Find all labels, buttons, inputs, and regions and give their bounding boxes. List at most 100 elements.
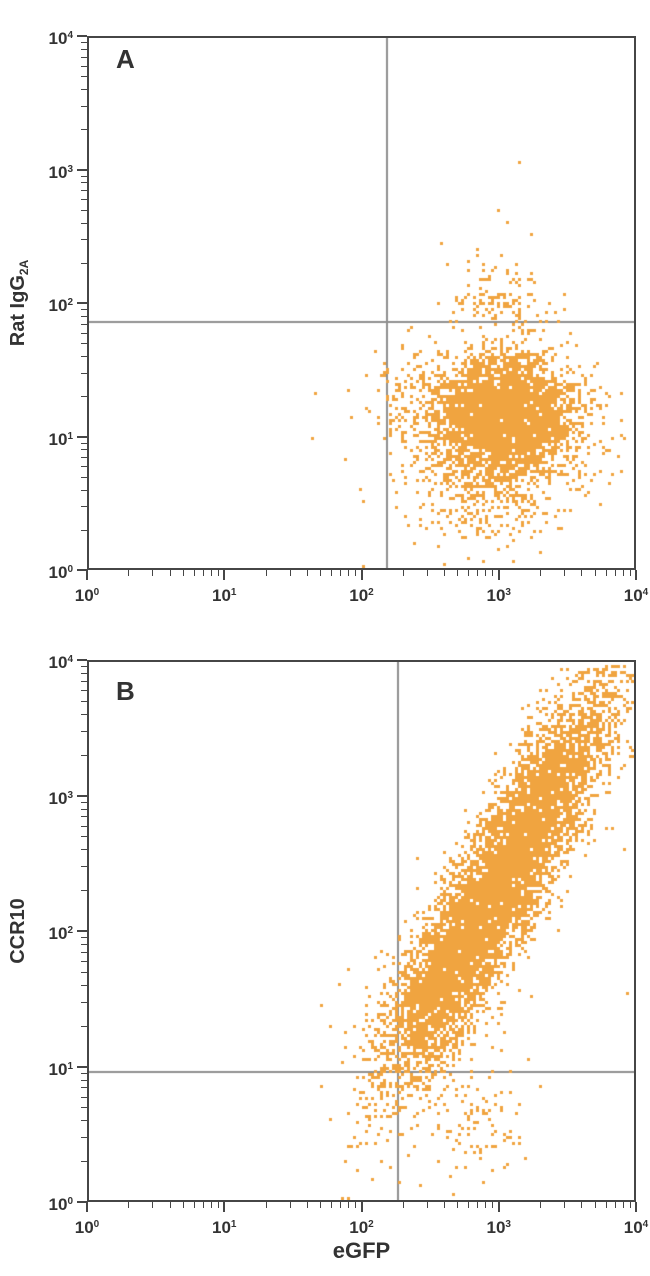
x-tick-label: 103: [486, 1218, 511, 1237]
y-major-tick: [77, 168, 87, 171]
y-tick-label: 103: [48, 162, 73, 182]
tick-exponent: 2: [368, 1219, 374, 1230]
y-minor-tick: [81, 449, 87, 451]
y-minor-tick: [81, 700, 87, 702]
y-minor-tick: [81, 1001, 87, 1003]
y-major-tick: [77, 1201, 87, 1203]
y-minor-tick: [81, 801, 87, 803]
y-minor-tick: [81, 315, 87, 317]
y-minor-tick: [81, 476, 87, 478]
y-minor-tick: [81, 457, 87, 459]
x-minor-tick: [265, 570, 267, 576]
x-minor-tick: [540, 570, 542, 576]
x-tick-label: 104: [623, 586, 649, 605]
tick-exponent: 4: [67, 30, 73, 41]
y-minor-tick: [81, 1137, 87, 1139]
y-minor-tick: [81, 673, 87, 675]
y-minor-tick: [81, 48, 87, 50]
tick-exponent: 0: [93, 1219, 100, 1230]
x-minor-tick: [614, 1202, 616, 1208]
y-tick-label: 102: [48, 924, 73, 943]
y-minor-tick: [81, 529, 87, 531]
x-minor-tick: [217, 1202, 219, 1208]
tick-exponent: 2: [368, 587, 374, 598]
tick-exponent: 4: [642, 587, 649, 598]
y-minor-tick: [81, 356, 87, 358]
y-minor-tick: [81, 262, 87, 264]
x-minor-tick: [629, 570, 631, 576]
x-tick-label: 101: [212, 1218, 237, 1237]
x-minor-tick: [289, 570, 291, 576]
y-minor-tick: [81, 239, 87, 241]
x-minor-tick: [152, 1202, 154, 1208]
y-minor-tick: [81, 182, 87, 184]
y-minor-tick: [81, 808, 87, 810]
x-minor-tick: [169, 570, 171, 576]
x-minor-tick: [622, 1202, 624, 1208]
x-tick-label: 102: [349, 586, 374, 605]
y-major-tick: [77, 302, 87, 304]
y-minor-tick: [81, 89, 87, 91]
y-minor-tick: [81, 209, 87, 211]
y-minor-tick: [81, 489, 87, 491]
x-minor-tick: [182, 570, 184, 576]
x-major-tick: [223, 1202, 226, 1212]
y-tick-label: 103: [48, 788, 73, 808]
x-tick-label: 103: [486, 586, 511, 605]
x-minor-tick: [605, 1202, 607, 1208]
x-tick-label: 100: [74, 1218, 100, 1237]
y-tick-label: 104: [48, 29, 73, 48]
y-minor-tick: [81, 890, 87, 892]
y-minor-tick: [81, 836, 87, 838]
y-minor-tick: [81, 199, 87, 201]
y-minor-tick: [81, 971, 87, 973]
y-minor-tick: [81, 1120, 87, 1122]
y-minor-tick: [81, 76, 87, 78]
x-major-tick: [635, 570, 637, 580]
x-tick-label: 102: [349, 1218, 374, 1237]
tick-exponent: 1: [230, 587, 237, 598]
y-tick-label: 104: [48, 653, 73, 672]
x-minor-tick: [355, 570, 357, 576]
y-minor-tick: [81, 754, 87, 756]
y-minor-tick: [81, 65, 87, 67]
x-minor-tick: [348, 1202, 350, 1208]
y-minor-tick: [81, 984, 87, 986]
x-major-tick: [635, 1202, 637, 1212]
y-minor-tick: [81, 680, 87, 682]
y-minor-tick: [81, 343, 87, 345]
y-tick-label: 102: [48, 296, 73, 315]
y-minor-tick: [81, 332, 87, 334]
x-minor-tick: [614, 570, 616, 576]
x-minor-tick: [477, 570, 479, 576]
x-major-tick: [497, 570, 500, 580]
x-major-tick: [86, 1202, 88, 1212]
x-minor-tick: [182, 1202, 184, 1208]
x-minor-tick: [193, 570, 195, 576]
x-tick-label: 101: [212, 586, 237, 605]
tick-exponent: 4: [67, 654, 73, 665]
y-minor-tick: [81, 466, 87, 468]
x-major-tick: [360, 570, 363, 580]
x-major-tick: [360, 1202, 363, 1212]
x-major-tick: [497, 1202, 500, 1212]
x-minor-tick: [492, 1202, 494, 1208]
y-minor-tick: [81, 1096, 87, 1098]
x-minor-tick: [564, 1202, 566, 1208]
y-minor-tick: [81, 1079, 87, 1081]
y-minor-tick: [81, 190, 87, 192]
y-minor-tick: [81, 866, 87, 868]
y-minor-tick: [81, 42, 87, 44]
y-minor-tick: [81, 1025, 87, 1027]
x-minor-tick: [468, 570, 470, 576]
x-minor-tick: [402, 570, 404, 576]
x-minor-tick: [594, 1202, 596, 1208]
x-minor-tick: [217, 570, 219, 576]
y-major-tick: [77, 435, 87, 438]
y-major-tick: [77, 930, 87, 932]
tick-exponent: 1: [67, 1060, 73, 1072]
tick-exponent: 0: [67, 1196, 73, 1207]
x-minor-tick: [289, 1202, 291, 1208]
panel-letter-a: A: [116, 44, 135, 74]
